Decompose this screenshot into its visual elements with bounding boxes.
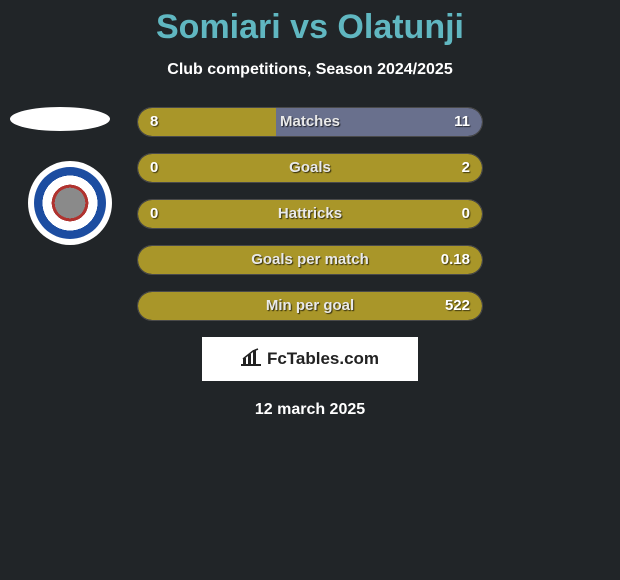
brand-attribution: FcTables.com [202, 337, 418, 381]
page-subtitle: Club competitions, Season 2024/2025 [0, 61, 620, 79]
stat-row-min-per-goal: Min per goal 522 [137, 291, 483, 321]
stat-value-right: 11 [454, 108, 470, 136]
stat-value-right: 2 [462, 154, 470, 182]
stat-row-matches: 8 Matches 11 [137, 107, 483, 137]
stat-label: Goals per match [138, 246, 482, 274]
stat-value-right: 0 [462, 200, 470, 228]
bar-chart-icon [241, 348, 261, 371]
stat-value-right: 0.18 [441, 246, 470, 274]
stat-row-goals: 0 Goals 2 [137, 153, 483, 183]
club-badge-left [28, 161, 112, 245]
stat-row-goals-per-match: Goals per match 0.18 [137, 245, 483, 275]
stat-value-right: 522 [445, 292, 470, 320]
player-left-badge-placeholder [10, 107, 110, 131]
stat-row-hattricks: 0 Hattricks 0 [137, 199, 483, 229]
snapshot-date: 12 march 2025 [0, 401, 620, 419]
club-badge-left-graphic [34, 167, 106, 239]
comparison-content: 8 Matches 11 0 Goals 2 0 Hattricks 0 Goa… [0, 107, 620, 419]
page-title: Somiari vs Olatunji [0, 0, 620, 47]
brand-text: FcTables.com [267, 349, 379, 369]
stat-bars: 8 Matches 11 0 Goals 2 0 Hattricks 0 Goa… [137, 107, 483, 321]
stat-label: Goals [138, 154, 482, 182]
stat-label: Matches [138, 108, 482, 136]
stat-label: Hattricks [138, 200, 482, 228]
stat-label: Min per goal [138, 292, 482, 320]
